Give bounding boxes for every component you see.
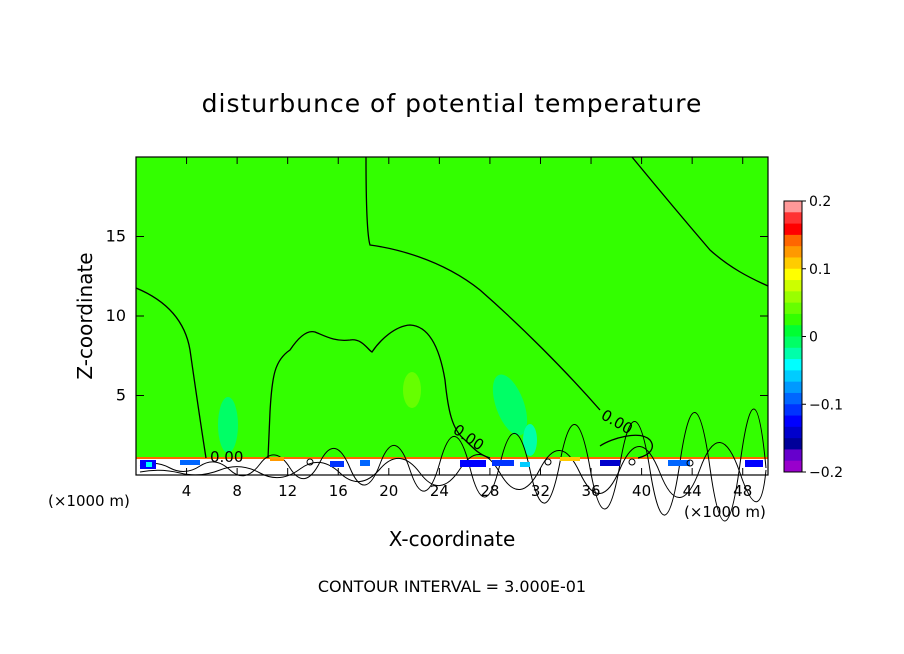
contour-line <box>267 324 491 459</box>
colorbar-swatch <box>784 313 802 326</box>
colorbar-swatch <box>784 336 802 349</box>
colorbar-swatch <box>784 347 802 360</box>
x-tick-label: 24 <box>430 482 449 500</box>
colorbar-tick-label: −0.1 <box>809 397 843 413</box>
x-tick-label: 16 <box>329 482 348 500</box>
plot-background <box>136 157 768 475</box>
colorbar-swatch <box>784 438 802 450</box>
y-tick-label: 15 <box>106 227 126 246</box>
colorbar-swatch <box>784 381 802 394</box>
colorbar-swatch <box>784 280 802 292</box>
colorbar-swatch <box>784 392 802 405</box>
colorbar-swatch <box>784 257 802 270</box>
colorbar-swatch <box>784 212 802 224</box>
colorbar-swatch <box>784 426 802 439</box>
x-tick-label: 4 <box>182 482 192 500</box>
contour-line <box>135 287 207 459</box>
cool-blob <box>523 424 537 456</box>
colorbar-swatch <box>784 460 802 473</box>
x-tick-label: 8 <box>232 482 242 500</box>
x-tick-label: 48 <box>733 482 752 500</box>
x-unit-left: (×1000 m) <box>48 492 130 510</box>
x-tick-label: 40 <box>632 482 651 500</box>
colorbar-swatch <box>784 223 802 236</box>
colorbar-tick-label: 0.2 <box>809 194 831 210</box>
x-tick-label: 28 <box>480 482 499 500</box>
y-axis-label: Z-coordinate <box>73 252 97 379</box>
colorbar-swatch <box>784 404 802 416</box>
surface-layer <box>136 408 768 522</box>
colorbar-swatch <box>784 291 802 304</box>
colorbar-swatch <box>784 370 802 383</box>
cool-blob <box>492 374 528 436</box>
warm-blob <box>403 372 421 408</box>
contour-line <box>365 156 601 411</box>
colorbar-swatch <box>784 201 802 213</box>
colorbar-tick-label: −0.2 <box>809 465 843 481</box>
colorbar-swatch <box>784 325 802 337</box>
colorbar-tick-label: 0 <box>809 330 818 346</box>
x-tick-label: 12 <box>278 482 297 500</box>
colorbar: 0.2 0.1 0 −0.1 −0.2 <box>783 194 843 481</box>
colorbar-swatch <box>784 449 802 462</box>
colorbar-swatch <box>784 234 802 247</box>
y-tick-label: 10 <box>106 306 126 325</box>
contour-line <box>631 156 769 287</box>
colorbar-swatch <box>784 268 802 281</box>
x-unit-right: (×1000 m) <box>684 503 766 521</box>
chart-title: disturbunce of potential temperature <box>202 89 703 118</box>
colorbar-swatch <box>784 359 802 371</box>
cool-blob <box>218 397 238 453</box>
contour-label: 0.00 <box>210 448 243 466</box>
colorbar-swatch <box>784 246 802 258</box>
colorbar-tick-label: 0.1 <box>809 262 831 278</box>
x-tick-label: 20 <box>379 482 398 500</box>
x-axis-ticks: 4 8 12 16 20 24 28 32 36 40 44 48 <box>182 157 752 500</box>
colorbar-swatch <box>784 302 802 315</box>
contour-interval-note: CONTOUR INTERVAL = 3.000E-01 <box>318 577 586 596</box>
colorbar-swatch <box>784 415 802 428</box>
contour-line <box>599 434 653 459</box>
plot-area: 0.00 0.00 0.00 <box>135 156 769 522</box>
x-tick-label: 36 <box>581 482 600 500</box>
x-tick-label: 44 <box>683 482 702 500</box>
x-tick-label: 32 <box>531 482 550 500</box>
x-axis-label: X-coordinate <box>389 527 516 551</box>
y-tick-label: 5 <box>116 386 126 405</box>
y-axis-ticks: 5 10 15 <box>106 227 768 405</box>
